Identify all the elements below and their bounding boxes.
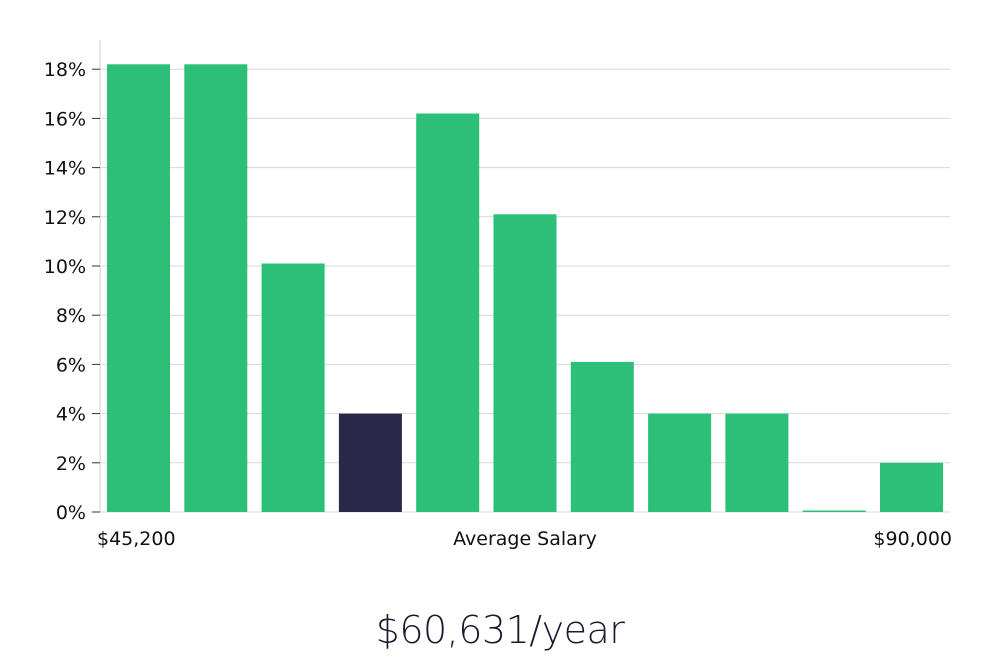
bar — [416, 113, 480, 512]
bar — [725, 413, 789, 512]
bar — [802, 510, 866, 512]
y-tick-label: 16% — [44, 108, 86, 130]
x-axis-max-label: $90,000 — [873, 528, 952, 550]
y-tick-label: 18% — [44, 59, 86, 81]
y-tick-label: 10% — [44, 256, 86, 278]
bar-highlighted — [338, 413, 402, 512]
x-axis-title: Average Salary — [453, 528, 597, 550]
x-axis-min-label: $45,200 — [97, 528, 176, 550]
bar — [880, 462, 943, 512]
bar — [648, 413, 712, 512]
bar — [184, 64, 248, 513]
average-salary-value: $60,631/year — [375, 608, 625, 652]
bar — [261, 263, 325, 512]
bar — [493, 214, 557, 513]
y-tick-label: 4% — [56, 404, 86, 426]
y-tick-label: 14% — [44, 158, 86, 180]
y-tick-label: 2% — [56, 453, 86, 475]
bar — [570, 361, 634, 512]
y-tick-label: 6% — [56, 354, 86, 376]
bar — [107, 64, 170, 513]
salary-histogram: 0% 2% 4% 6% 8% 10% 12% 14% 16% 18% — [44, 40, 950, 524]
y-tick-label: 12% — [44, 207, 86, 229]
y-tick-label: 8% — [56, 305, 86, 327]
y-tick-label: 0% — [56, 502, 86, 524]
